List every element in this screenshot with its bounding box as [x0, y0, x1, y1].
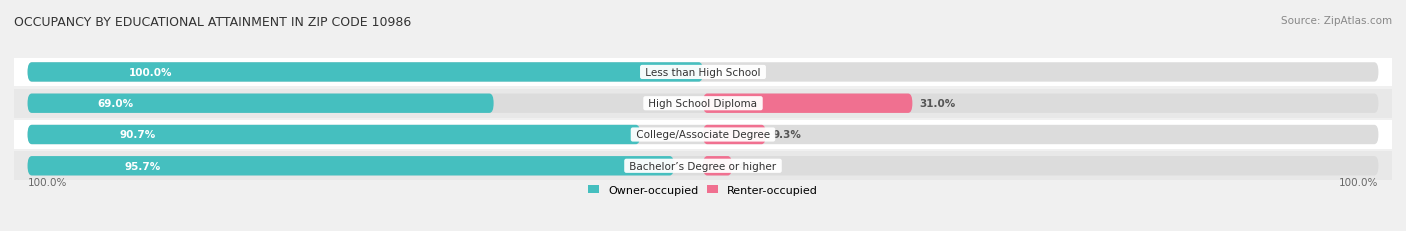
Text: 100.0%: 100.0% [28, 177, 67, 187]
FancyBboxPatch shape [28, 94, 1378, 113]
FancyBboxPatch shape [703, 125, 766, 145]
FancyBboxPatch shape [28, 156, 673, 176]
Text: 90.7%: 90.7% [120, 130, 156, 140]
Text: 100.0%: 100.0% [1339, 177, 1378, 187]
FancyBboxPatch shape [28, 63, 1378, 82]
FancyBboxPatch shape [14, 89, 1392, 118]
FancyBboxPatch shape [14, 121, 1392, 149]
Text: 31.0%: 31.0% [920, 99, 956, 109]
FancyBboxPatch shape [28, 125, 1378, 145]
FancyBboxPatch shape [14, 152, 1392, 180]
Text: 100.0%: 100.0% [129, 68, 173, 78]
Text: Source: ZipAtlas.com: Source: ZipAtlas.com [1281, 16, 1392, 26]
FancyBboxPatch shape [28, 125, 640, 145]
Text: 9.3%: 9.3% [772, 130, 801, 140]
FancyBboxPatch shape [28, 94, 494, 113]
Text: High School Diploma: High School Diploma [645, 99, 761, 109]
FancyBboxPatch shape [28, 156, 1378, 176]
Text: OCCUPANCY BY EDUCATIONAL ATTAINMENT IN ZIP CODE 10986: OCCUPANCY BY EDUCATIONAL ATTAINMENT IN Z… [14, 16, 412, 29]
Text: Less than High School: Less than High School [643, 68, 763, 78]
Text: College/Associate Degree: College/Associate Degree [633, 130, 773, 140]
FancyBboxPatch shape [28, 63, 703, 82]
FancyBboxPatch shape [14, 58, 1392, 87]
Text: 4.3%: 4.3% [738, 161, 768, 171]
Text: 69.0%: 69.0% [97, 99, 134, 109]
FancyBboxPatch shape [703, 156, 733, 176]
Text: Bachelor’s Degree or higher: Bachelor’s Degree or higher [626, 161, 780, 171]
Legend: Owner-occupied, Renter-occupied: Owner-occupied, Renter-occupied [588, 185, 818, 195]
Text: 95.7%: 95.7% [125, 161, 160, 171]
FancyBboxPatch shape [703, 94, 912, 113]
